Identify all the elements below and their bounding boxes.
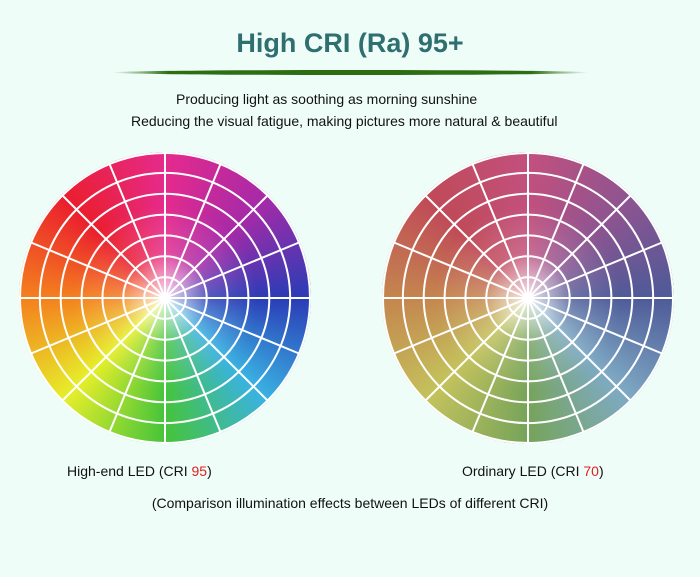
subtitle-line: Reducing the visual fatigue, making pict…	[131, 113, 558, 129]
grid-spoke	[527, 297, 632, 402]
grid-spoke	[29, 241, 166, 299]
title: High CRI (Ra) 95+	[236, 28, 464, 58]
grid-spoke	[392, 241, 529, 299]
grid-spoke	[108, 162, 166, 299]
grid-spoke	[61, 297, 166, 402]
caption: High-end LED (CRI 95)	[67, 463, 212, 479]
grid-spoke	[164, 297, 222, 434]
grid-spoke	[164, 162, 222, 299]
grid-spoke	[424, 297, 529, 402]
color-wheel	[382, 152, 674, 444]
caption-text: )	[207, 463, 212, 479]
caption-text: High-end LED (CRI	[67, 463, 192, 479]
grid-spoke	[527, 162, 585, 299]
caption: Ordinary LED (CRI 70)	[462, 463, 604, 479]
cri-value: 70	[583, 463, 599, 479]
grid-spoke	[471, 297, 529, 434]
grid-spoke	[392, 297, 529, 355]
grid-spoke	[108, 297, 166, 434]
grid-spoke	[164, 297, 301, 355]
cri-value: 95	[191, 463, 208, 479]
grid-spoke	[527, 194, 632, 299]
grid-spoke	[164, 297, 269, 402]
title-underline	[112, 70, 588, 75]
caption-text: Ordinary LED (CRI	[462, 463, 584, 479]
subtitle-line: Producing light as soothing as morning s…	[176, 91, 478, 107]
grid-spoke	[527, 297, 585, 434]
footnote: (Comparison illumination effects between…	[151, 495, 549, 511]
grid-spoke	[471, 162, 529, 299]
grid-spoke	[164, 194, 269, 299]
grid-spoke	[424, 194, 529, 299]
grid-spoke	[61, 194, 166, 299]
grid-spoke	[164, 241, 301, 299]
grid-spoke	[29, 297, 166, 355]
color-wheel	[19, 152, 311, 444]
grid-spoke	[527, 297, 664, 355]
wheel-grid	[19, 152, 311, 444]
grid-spoke	[527, 241, 664, 299]
wheel-grid	[382, 152, 674, 444]
caption-text: )	[598, 463, 604, 479]
